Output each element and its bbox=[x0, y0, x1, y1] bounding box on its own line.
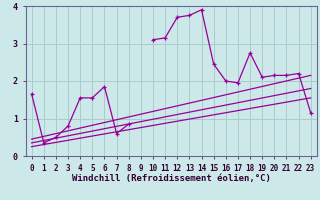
X-axis label: Windchill (Refroidissement éolien,°C): Windchill (Refroidissement éolien,°C) bbox=[72, 174, 271, 183]
